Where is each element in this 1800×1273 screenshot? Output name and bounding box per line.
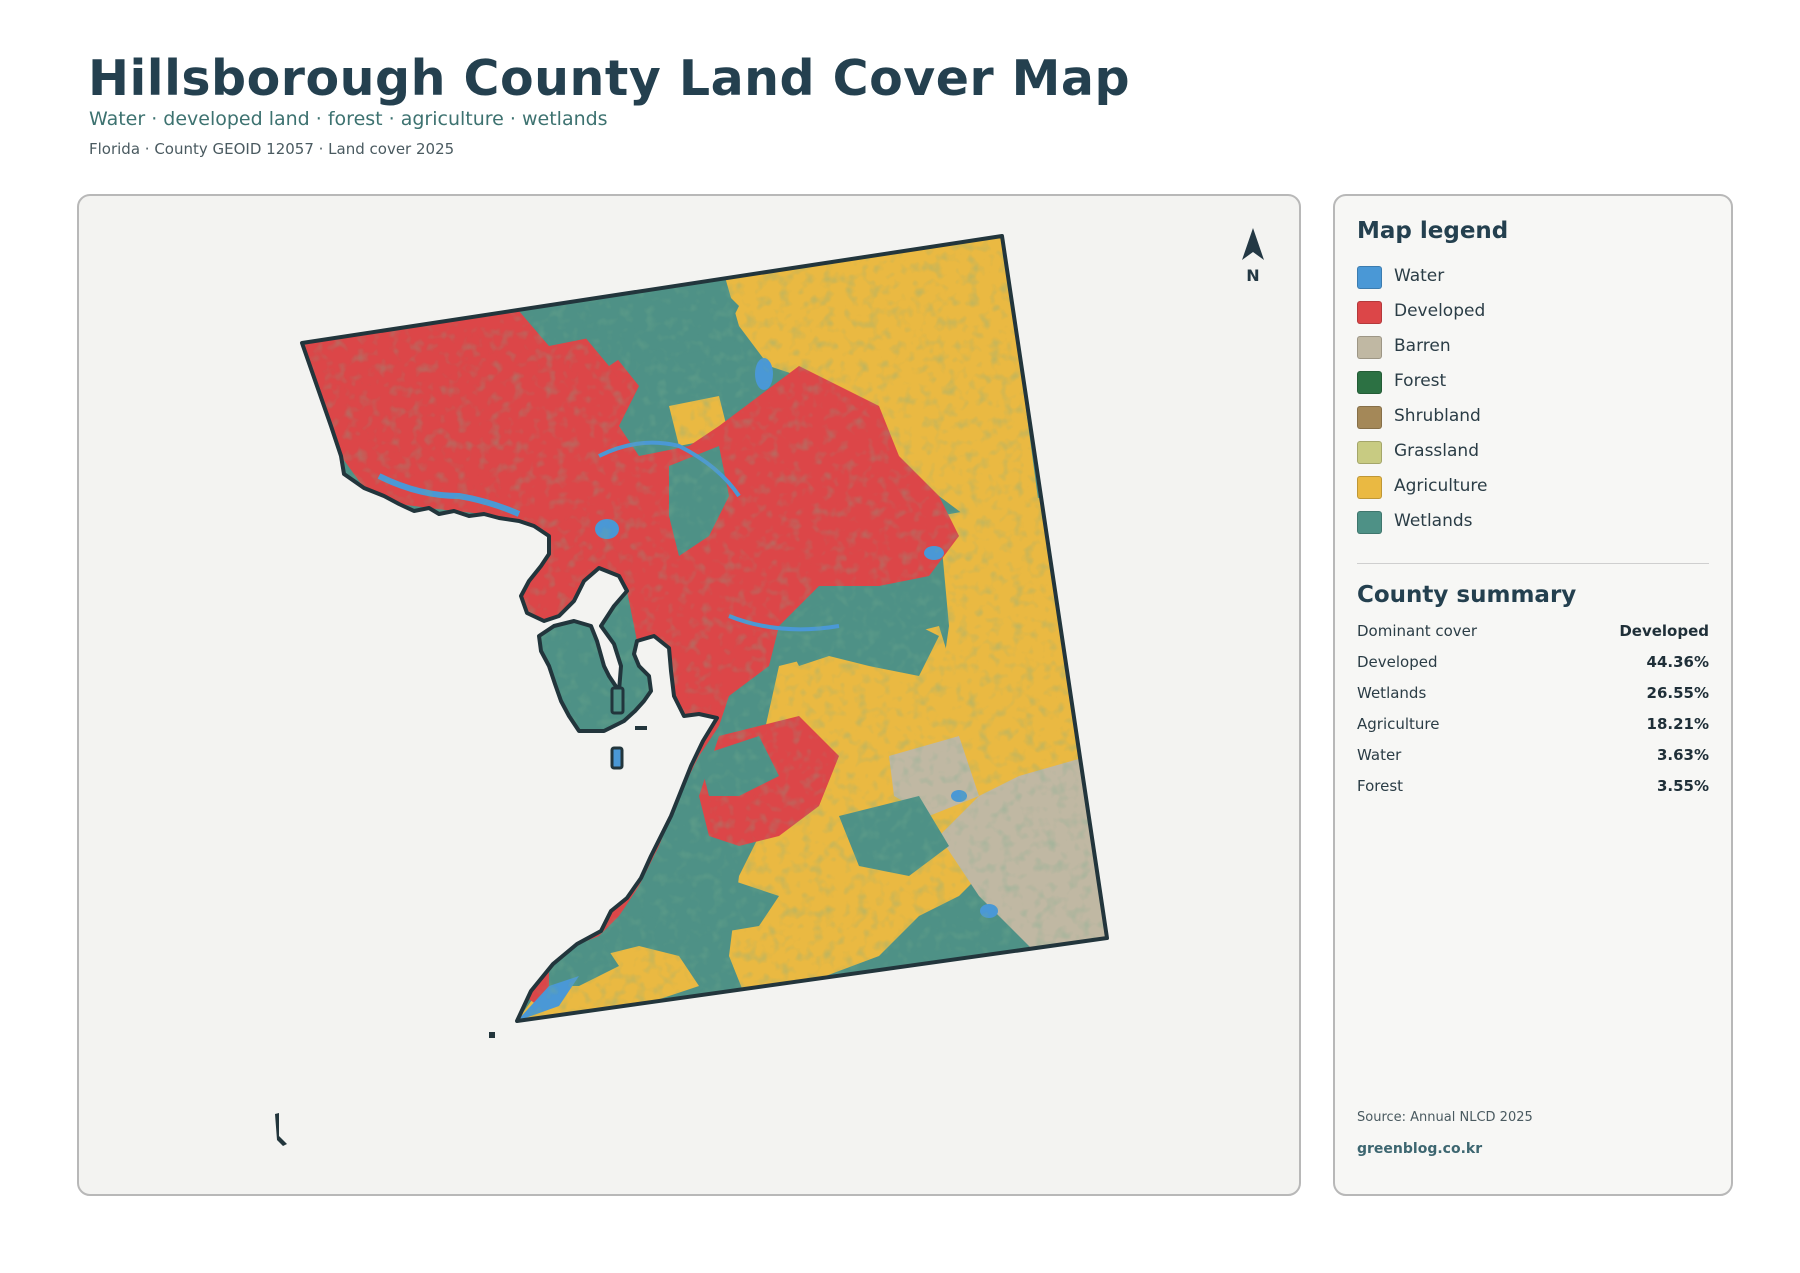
island-3 xyxy=(635,726,647,730)
north-arrow: N xyxy=(1231,226,1275,290)
north-arrow-icon xyxy=(1242,228,1264,260)
source-note: Source: Annual NLCD 2025 xyxy=(1357,1110,1533,1125)
land-cover-texture xyxy=(302,236,1107,1021)
legend-swatch xyxy=(1357,406,1382,429)
map-panel[interactable]: N xyxy=(77,194,1301,1196)
north-label: N xyxy=(1246,266,1260,285)
legend-swatch xyxy=(1357,371,1382,394)
island-2 xyxy=(610,746,624,770)
island-1 xyxy=(610,686,625,715)
land-cover-map[interactable] xyxy=(79,196,1299,1194)
legend-label: Barren xyxy=(1394,336,1451,356)
summary-row: Developed 44.36% xyxy=(1357,653,1709,684)
summary-value: 18.21% xyxy=(1646,715,1709,733)
legend-item-wetlands: Wetlands xyxy=(1357,511,1707,546)
summary-heading: County summary xyxy=(1357,582,1577,608)
summary-value: 44.36% xyxy=(1646,653,1709,671)
summary-row: Dominant cover Developed xyxy=(1357,622,1709,653)
legend-heading: Map legend xyxy=(1357,218,1509,244)
bay-islands xyxy=(275,686,647,1146)
legend-list: Water Developed Barren Forest Shrubland Grass… xyxy=(1357,266,1707,546)
legend-label: Grassland xyxy=(1394,441,1479,461)
legend-swatch xyxy=(1357,301,1382,324)
legend-label: Water xyxy=(1394,266,1445,286)
summary-row: Water 3.63% xyxy=(1357,746,1709,777)
summary-name: Forest xyxy=(1357,777,1404,795)
legend-item-agriculture: Agriculture xyxy=(1357,476,1707,511)
summary-name: Developed xyxy=(1357,653,1438,671)
legend-item-water: Water xyxy=(1357,266,1707,301)
page-meta: Florida · County GEOID 12057 · Land cove… xyxy=(89,140,455,158)
legend-item-shrubland: Shrubland xyxy=(1357,406,1707,441)
side-panel: Map legend Water Developed Barren Forest Shr… xyxy=(1333,194,1733,1196)
legend-swatch xyxy=(1357,336,1382,359)
legend-item-grassland: Grassland xyxy=(1357,441,1707,476)
legend-label: Agriculture xyxy=(1394,476,1488,496)
legend-label: Shrubland xyxy=(1394,406,1481,426)
page-title: Hillsborough County Land Cover Map xyxy=(88,50,1131,107)
page-subtitle: Water · developed land · forest · agricu… xyxy=(89,108,608,130)
legend-label: Wetlands xyxy=(1394,511,1473,531)
legend-label: Forest xyxy=(1394,371,1447,391)
legend-label: Developed xyxy=(1394,301,1486,321)
legend-swatch xyxy=(1357,441,1382,464)
legend-swatch xyxy=(1357,266,1382,289)
island-5 xyxy=(489,1032,495,1038)
summary-name: Agriculture xyxy=(1357,715,1440,733)
legend-item-barren: Barren xyxy=(1357,336,1707,371)
summary-value: 3.55% xyxy=(1656,777,1709,795)
summary-value: 26.55% xyxy=(1646,684,1709,702)
summary-table: Dominant cover Developed Developed 44.36% We… xyxy=(1357,622,1709,808)
summary-value: Developed xyxy=(1619,622,1709,640)
land-cover-layers xyxy=(302,236,1107,1021)
legend-item-developed: Developed xyxy=(1357,301,1707,336)
summary-row: Agriculture 18.21% xyxy=(1357,715,1709,746)
legend-swatch xyxy=(1357,476,1382,499)
panel-divider xyxy=(1357,563,1709,564)
legend-item-forest: Forest xyxy=(1357,371,1707,406)
website-link[interactable]: greenblog.co.kr xyxy=(1357,1141,1483,1157)
summary-value: 3.63% xyxy=(1656,746,1709,764)
summary-name: Wetlands xyxy=(1357,684,1427,702)
summary-row: Forest 3.55% xyxy=(1357,777,1709,808)
legend-swatch xyxy=(1357,511,1382,534)
island-4 xyxy=(275,1113,287,1146)
summary-name: Water xyxy=(1357,746,1402,764)
summary-row: Wetlands 26.55% xyxy=(1357,684,1709,715)
summary-name: Dominant cover xyxy=(1357,622,1478,640)
